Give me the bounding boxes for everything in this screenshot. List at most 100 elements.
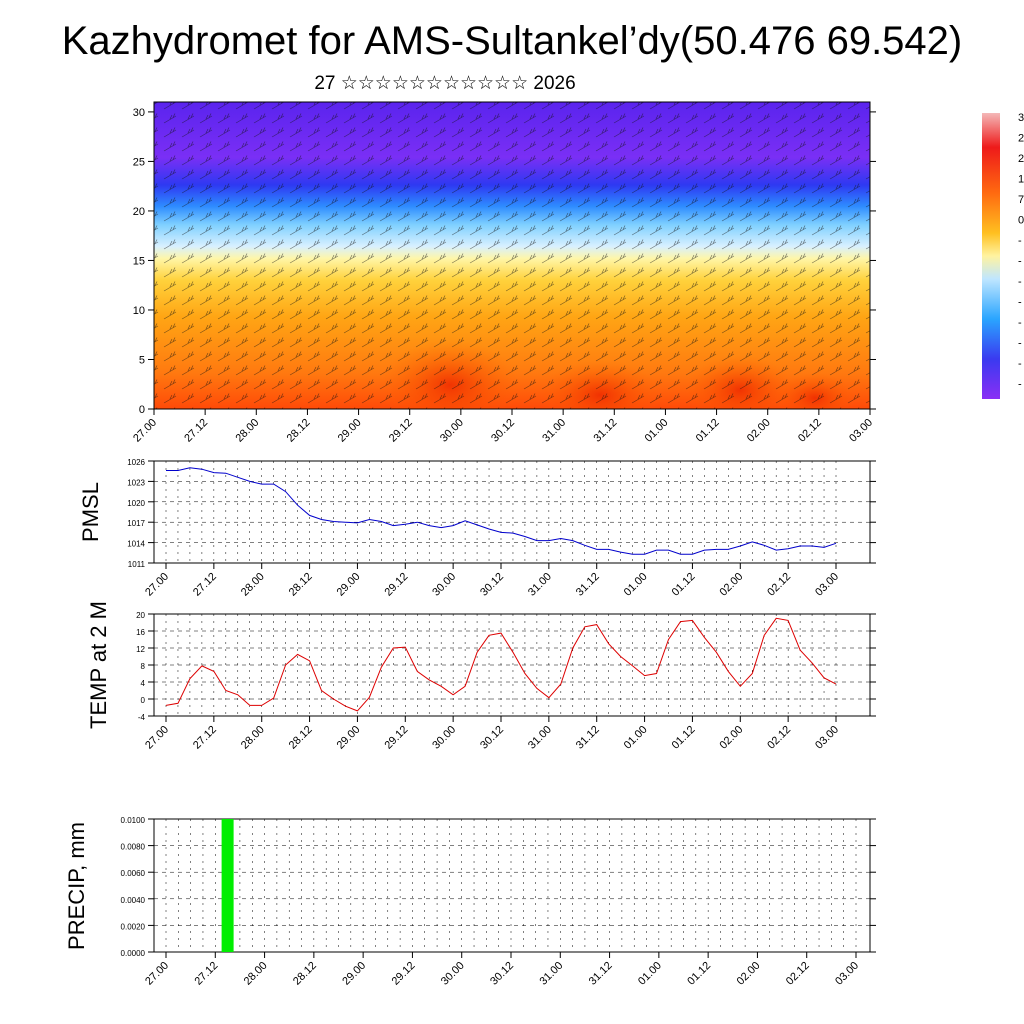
colorbar-label: -	[1018, 256, 1022, 268]
x-tick-label: 31.00	[540, 417, 568, 445]
y-tick-label: 1020	[127, 499, 145, 508]
x-tick-label: 02.00	[717, 724, 745, 752]
x-tick-label: 01.12	[694, 417, 722, 445]
x-tick-label: 31.00	[537, 960, 565, 988]
x-tick-label: 30.12	[478, 724, 506, 752]
colorbar-label: 2	[1018, 133, 1024, 145]
x-tick-label: 28.12	[287, 724, 315, 752]
y-tick-label: 30	[133, 107, 145, 119]
x-tick-label: 27.00	[143, 571, 171, 599]
chart-title: Kazhydromet for AMS-Sultankel’dy(50.476 …	[61, 19, 963, 63]
x-tick-label: 30.12	[478, 571, 506, 599]
y-tick-label: 0.0060	[121, 869, 146, 878]
wind-barbs	[154, 102, 870, 409]
precip-bars	[221, 819, 234, 952]
x-tick-label: 29.00	[336, 417, 364, 445]
colorbar: 3 2 2 1 7 0 - - - - - - - -	[982, 112, 1024, 399]
pmsl-panel: 1011 1014 1017 1020 1023 1026 27.00 27.12 28.00…	[78, 458, 876, 599]
y-tick-label: 16	[136, 628, 145, 637]
colorbar-label: -	[1018, 358, 1022, 370]
x-tick-label: 02.00	[735, 960, 763, 988]
chart-subtitle: 27 ☆☆☆☆☆☆☆☆☆☆☆ 2026	[314, 73, 576, 94]
y-tick-label: 20	[133, 206, 145, 218]
hot-spots	[154, 102, 870, 409]
x-tick-label: 28.00	[239, 724, 267, 752]
colorbar-label: 1	[1018, 174, 1024, 186]
x-tick-label: 28.12	[285, 417, 313, 445]
precip-y-axis: 0.0000 0.0020 0.0040 0.0060 0.0080 0.0100	[121, 816, 876, 958]
pmsl-axis-title: PMSL	[78, 482, 103, 542]
precip-grid	[154, 819, 870, 952]
colorbar-label: 3	[1018, 112, 1024, 124]
x-tick-label: 01.00	[636, 960, 664, 988]
colorbar-label: -	[1018, 379, 1022, 391]
x-tick-label: 01.12	[670, 724, 698, 752]
y-tick-label: 0.0020	[121, 922, 146, 931]
y-tick-label: 4	[141, 679, 146, 688]
y-tick-label: 1026	[127, 458, 145, 467]
x-tick-label: 31.12	[574, 724, 602, 752]
x-tick-label: 27.12	[191, 724, 219, 752]
colorbar-label: 2	[1018, 153, 1024, 165]
y-tick-label: 1017	[127, 519, 145, 528]
x-tick-label: 27.00	[143, 724, 171, 752]
x-tick-label: 27.12	[191, 571, 219, 599]
x-tick-label: 27.12	[182, 417, 210, 445]
x-tick-label: 29.12	[390, 960, 418, 988]
colorbar-label: 0	[1018, 215, 1024, 227]
colorbar-labels: 3 2 2 1 7 0 - - - - - - - -	[1018, 112, 1024, 391]
x-tick-label: 28.12	[291, 960, 319, 988]
y-tick-label: 0.0040	[121, 896, 146, 905]
cross-section-y-axis: 0 5 10 15 20 25 30	[133, 107, 876, 416]
x-tick-label: 03.00	[813, 571, 841, 599]
colorbar-label: -	[1018, 297, 1022, 309]
x-tick-label: 29.00	[335, 571, 363, 599]
y-tick-label: 0.0100	[121, 816, 146, 825]
x-tick-label: 27.00	[131, 417, 159, 445]
cross-section-panel: 0 5 10 15 20 25 30 27.00 27.12 28.00 28.12 29.00 29…	[131, 101, 876, 445]
x-tick-label: 28.00	[239, 571, 267, 599]
y-tick-label: 12	[136, 645, 145, 654]
y-tick-label: 25	[133, 156, 145, 168]
x-tick-label: 02.12	[765, 571, 793, 599]
x-tick-label: 01.00	[643, 417, 671, 445]
x-tick-label: 28.00	[242, 960, 270, 988]
colorbar-label: -	[1018, 317, 1022, 329]
x-tick-label: 30.00	[430, 571, 458, 599]
pmsl-series-line	[166, 467, 837, 555]
pmsl-grid	[154, 461, 870, 563]
x-tick-label: 27.12	[192, 960, 220, 988]
x-tick-label: 02.00	[717, 571, 745, 599]
y-tick-label: 0	[141, 696, 146, 705]
x-tick-label: 31.00	[526, 724, 554, 752]
x-tick-label: 27.00	[143, 960, 171, 988]
precip-x-axis: 27.00 27.12 28.00 28.12 29.00 29.12 30.00 30.12…	[143, 952, 861, 988]
y-tick-label: 1023	[127, 478, 145, 487]
x-tick-label: 03.00	[847, 417, 875, 445]
colorbar-label: -	[1018, 276, 1022, 288]
temp-axis-title: TEMP at 2 M	[86, 601, 111, 729]
x-tick-label: 02.12	[784, 960, 812, 988]
x-tick-label: 31.00	[526, 571, 554, 599]
x-tick-label: 31.12	[591, 417, 619, 445]
colorbar-label: 7	[1018, 194, 1024, 206]
colorbar-gradient	[982, 113, 1000, 399]
cross-section-x-axis: 27.00 27.12 28.00 28.12 29.00 29.12 30.00 30.12…	[131, 409, 875, 445]
y-tick-label: 20	[136, 611, 145, 620]
temp-panel: -4 0 4 8 12 16 20 27.00 27.12 28.00 28.12 29.00 29.…	[86, 601, 876, 752]
y-tick-label: 5	[139, 354, 145, 366]
x-tick-label: 29.00	[335, 724, 363, 752]
precip-frame	[153, 818, 871, 953]
x-tick-label: 03.00	[813, 724, 841, 752]
precip-bar	[221, 819, 234, 952]
x-tick-label: 28.12	[287, 571, 315, 599]
x-tick-label: 29.00	[340, 960, 368, 988]
temp-grid	[154, 614, 870, 716]
x-tick-label: 02.12	[796, 417, 824, 445]
y-tick-label: 8	[141, 662, 146, 671]
x-tick-label: 01.12	[670, 571, 698, 599]
x-tick-label: 30.00	[430, 724, 458, 752]
y-tick-label: 0.0000	[121, 949, 146, 958]
precip-axis-title: PRECIP, mm	[64, 822, 89, 950]
colorbar-label: -	[1018, 338, 1022, 350]
